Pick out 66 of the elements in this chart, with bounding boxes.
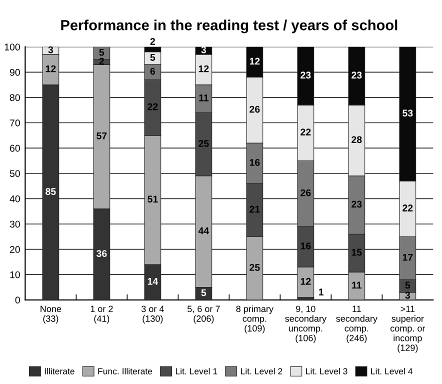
data-label: 51: [148, 196, 158, 203]
data-label: 2: [99, 58, 104, 65]
data-label: 25: [250, 264, 260, 271]
legend-label: Lit. Level 2: [241, 368, 282, 374]
data-label: 3: [201, 46, 206, 54]
y-tick-label: 40: [10, 195, 20, 202]
x-tick-label: 9, 10 secondary uncomp. (106): [285, 306, 326, 344]
data-label: 22: [402, 204, 413, 212]
data-label: 12: [300, 278, 311, 285]
data-label: 23: [300, 72, 311, 79]
data-label: 26: [300, 189, 311, 196]
data-label: 12: [250, 58, 260, 65]
y-tick-label: 60: [10, 144, 20, 152]
x-tick-label: 8 primary comp. (109): [236, 305, 274, 334]
data-label: 12: [198, 65, 209, 72]
y-tick-label: 10: [10, 271, 20, 278]
data-label: 21: [250, 206, 260, 213]
y-tick-label: 80: [10, 94, 20, 102]
x-tick-label: 11 secondary comp. (246): [336, 306, 378, 344]
data-label: 85: [46, 188, 56, 195]
x-tick-label: None (33): [40, 306, 62, 324]
x-tick-label: 5, 6 or 7 (206): [187, 306, 220, 324]
y-tick-label: 50: [10, 170, 20, 177]
data-label: 6: [150, 68, 156, 75]
data-label: 16: [300, 242, 311, 250]
data-label: 5: [405, 282, 410, 289]
data-label: 25: [198, 140, 209, 147]
data-label: 57: [96, 132, 107, 140]
data-label: 16: [250, 158, 260, 166]
data-label: 22: [148, 103, 158, 110]
data-label: 2: [150, 38, 155, 45]
data-label: 11: [199, 94, 209, 102]
data-label: 53: [402, 110, 413, 117]
legend-label: Lit. Level 1: [176, 368, 218, 374]
data-label: 5: [150, 54, 156, 61]
data-label: 23: [352, 200, 362, 208]
data-label: 3: [405, 292, 410, 299]
x-tick-label: >11 superior comp. or incomp (129): [390, 306, 426, 353]
y-tick-label: 90: [10, 68, 20, 76]
y-tick-label: 70: [10, 120, 20, 126]
y-tick-label: 20: [10, 246, 20, 253]
y-tick-label: 0: [15, 296, 20, 304]
data-label: 12: [46, 65, 56, 72]
legend-label: Func. Illiterate: [98, 368, 152, 374]
data-label: 1: [319, 288, 324, 296]
legend-label: Lit. Level 4: [371, 368, 412, 374]
data-label: 11: [352, 282, 362, 288]
data-label: 17: [402, 254, 413, 261]
legend-label: Lit. Level 3: [306, 368, 348, 374]
data-label: 28: [352, 136, 362, 144]
x-tick-label: 3 or 4 (130): [141, 306, 164, 324]
data-label: 36: [96, 250, 107, 257]
data-label: 26: [250, 106, 260, 113]
data-label: 5: [201, 289, 206, 296]
data-label: 14: [148, 278, 158, 285]
data-label: 22: [300, 128, 311, 136]
legend-label: Illiterate: [44, 368, 74, 374]
y-tick-label: 100: [4, 44, 20, 50]
x-tick-label: 1 or 2 (41): [90, 306, 113, 324]
data-label: 44: [198, 227, 210, 234]
data-label: 23: [352, 72, 362, 79]
data-label: 15: [352, 248, 362, 256]
chart-title: Performance in the reading test / years of school: [61, 20, 398, 34]
data-label: 5: [99, 49, 104, 56]
y-tick-label: 30: [10, 220, 20, 228]
data-label: 3: [48, 46, 54, 54]
